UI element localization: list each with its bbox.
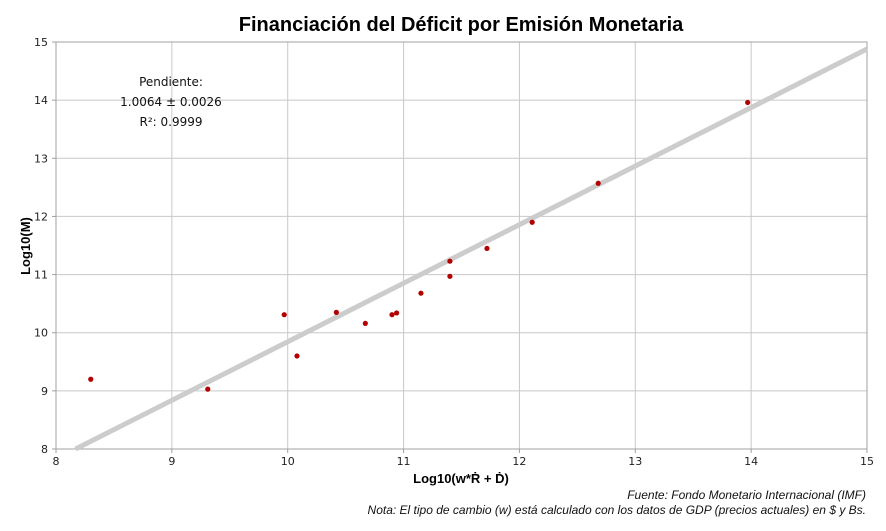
y-tick-labels: 8 9 10 11 12 13 14 15: [34, 36, 48, 456]
y-tick-label: 8: [41, 443, 48, 456]
x-tick-label: 9: [168, 455, 175, 468]
x-tick-labels: 8 9 10 11 12 13 14 15: [53, 455, 875, 468]
trendline: [74, 46, 869, 452]
x-tick-label: 12: [512, 455, 526, 468]
data-point: [447, 273, 453, 279]
data-point: [745, 99, 751, 106]
y-tick-label: 9: [41, 385, 48, 398]
x-tick-label: 13: [628, 455, 642, 468]
slope-value: 1.0064 ± 0.0026: [120, 95, 222, 109]
plot-frame: [55, 41, 868, 450]
data-point: [595, 180, 601, 186]
data-point: [88, 376, 94, 382]
x-tick-label: 11: [397, 455, 411, 468]
data-point: [205, 386, 211, 392]
r-squared: R²: 0.9999: [140, 115, 203, 129]
data-point: [294, 353, 300, 359]
y-tick-label: 12: [34, 210, 48, 223]
data-point: [447, 258, 453, 264]
x-tick-label: 8: [53, 455, 60, 468]
y-axis-label: Log10(M): [18, 217, 33, 275]
exchange-rate-note: Nota: El tipo de cambio (w) está calcula…: [367, 503, 866, 517]
x-tick-label: 15: [860, 455, 874, 468]
data-point: [389, 312, 395, 318]
chart-title: Financiación del Déficit por Emisión Mon…: [239, 14, 684, 36]
data-point: [362, 320, 368, 327]
grid-lines: [52, 41, 868, 453]
data-point: [418, 290, 424, 296]
data-point: [484, 245, 490, 252]
y-tick-label: 13: [34, 152, 48, 165]
data-point: [333, 309, 339, 315]
x-tick-label: 10: [281, 455, 295, 468]
y-tick-label: 10: [34, 327, 48, 340]
source-note: Fuente: Fondo Monetario Internacional (I…: [627, 488, 866, 502]
y-tick-label: 15: [34, 36, 48, 49]
trendline-group: [74, 46, 869, 452]
slope-label: Pendiente:: [139, 75, 203, 89]
y-tick-label: 14: [34, 94, 48, 107]
data-point: [394, 310, 400, 316]
data-point: [281, 312, 287, 318]
x-tick-label: 14: [744, 455, 758, 468]
data-points: [88, 99, 751, 392]
x-axis-label: Log10(w*Ṙ + Ḋ): [413, 471, 509, 486]
y-tick-label: 11: [34, 269, 48, 282]
data-point: [529, 219, 535, 225]
